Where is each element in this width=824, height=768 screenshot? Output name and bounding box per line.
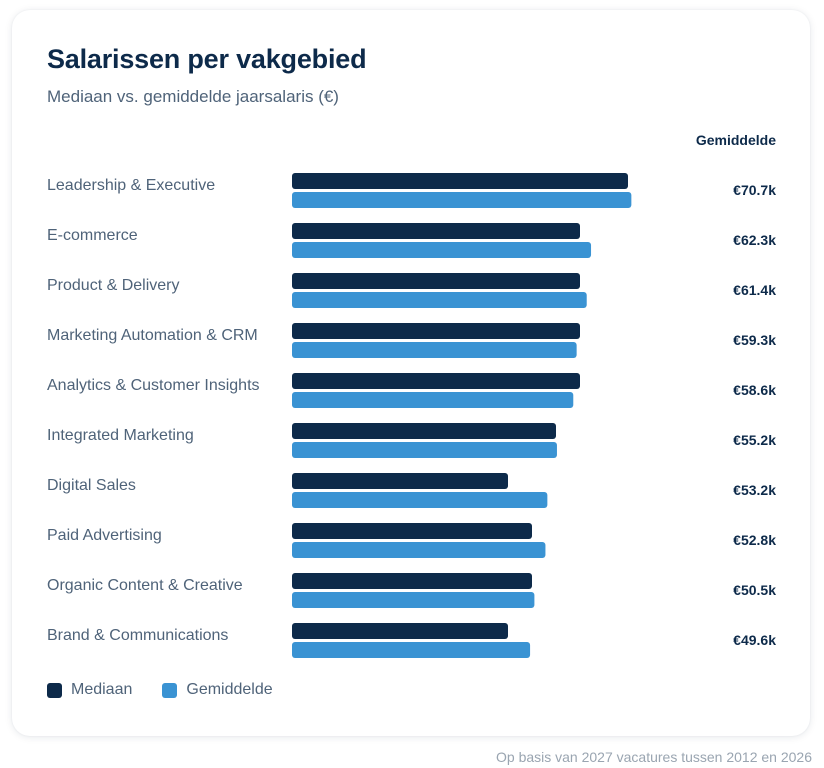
value-label: €61.4k	[733, 282, 776, 298]
footnote: Op basis van 2027 vacatures tussen 2012 …	[496, 749, 812, 765]
bar-gemiddelde	[292, 492, 548, 508]
bar-gemiddelde	[292, 242, 592, 258]
bar-gemiddelde	[292, 192, 632, 208]
value-label: €50.5k	[733, 582, 776, 598]
category-label: Marketing Automation & CRM	[47, 327, 258, 344]
bar-mediaan	[292, 573, 532, 589]
value-label: €58.6k	[733, 382, 776, 398]
chart-legend: Mediaan Gemiddelde	[47, 681, 273, 699]
category-label: Organic Content & Creative	[47, 577, 243, 594]
bar-gemiddelde	[292, 292, 587, 308]
value-label: €55.2k	[733, 432, 776, 448]
bar-gemiddelde	[292, 392, 574, 408]
bar-gemiddelde	[292, 642, 531, 658]
chart-title: Salarissen per vakgebied	[47, 44, 367, 74]
bar-mediaan	[292, 173, 628, 189]
category-label: Brand & Communications	[47, 627, 228, 644]
bar-gemiddelde	[292, 342, 577, 358]
value-label: €70.7k	[733, 182, 776, 198]
bar-mediaan	[292, 223, 580, 239]
bar-mediaan	[292, 473, 508, 489]
bar-mediaan	[292, 423, 556, 439]
bar-mediaan	[292, 323, 580, 339]
legend-swatch-mediaan	[47, 682, 62, 698]
legend-label-gemiddelde: Gemiddelde	[186, 681, 273, 698]
value-label: €62.3k	[733, 232, 776, 248]
category-label: Paid Advertising	[47, 527, 162, 544]
value-label: €59.3k	[733, 332, 776, 348]
category-label: Digital Sales	[47, 477, 136, 494]
category-label: Analytics & Customer Insights	[47, 377, 260, 394]
value-label: €52.8k	[733, 532, 776, 548]
value-column-header: Gemiddelde	[695, 132, 776, 148]
category-label: Product & Delivery	[47, 277, 180, 294]
legend-label-mediaan: Mediaan	[71, 681, 133, 698]
bar-gemiddelde	[292, 442, 557, 458]
chart-card: Salarissen per vakgebied Mediaan vs. gem…	[12, 10, 810, 736]
legend-item-gemiddelde: Gemiddelde	[162, 681, 273, 699]
bar-gemiddelde	[292, 542, 546, 558]
value-label: €49.6k	[733, 632, 776, 648]
bar-gemiddelde	[292, 592, 535, 608]
bar-mediaan	[292, 623, 508, 639]
chart-subtitle: Mediaan vs. gemiddelde jaarsalaris (€)	[47, 87, 339, 106]
value-label: €53.2k	[733, 482, 776, 498]
bar-mediaan	[292, 373, 580, 389]
bar-chart: Leadership & Executive €70.7k E-commerce €6…	[47, 173, 776, 658]
legend-item-mediaan: Mediaan	[47, 681, 132, 699]
category-label: Integrated Marketing	[47, 427, 194, 444]
category-label: E-commerce	[47, 227, 138, 244]
category-label: Leadership & Executive	[47, 177, 215, 194]
bar-mediaan	[292, 273, 580, 289]
legend-swatch-gemiddelde	[162, 682, 178, 698]
bar-mediaan	[292, 523, 532, 539]
